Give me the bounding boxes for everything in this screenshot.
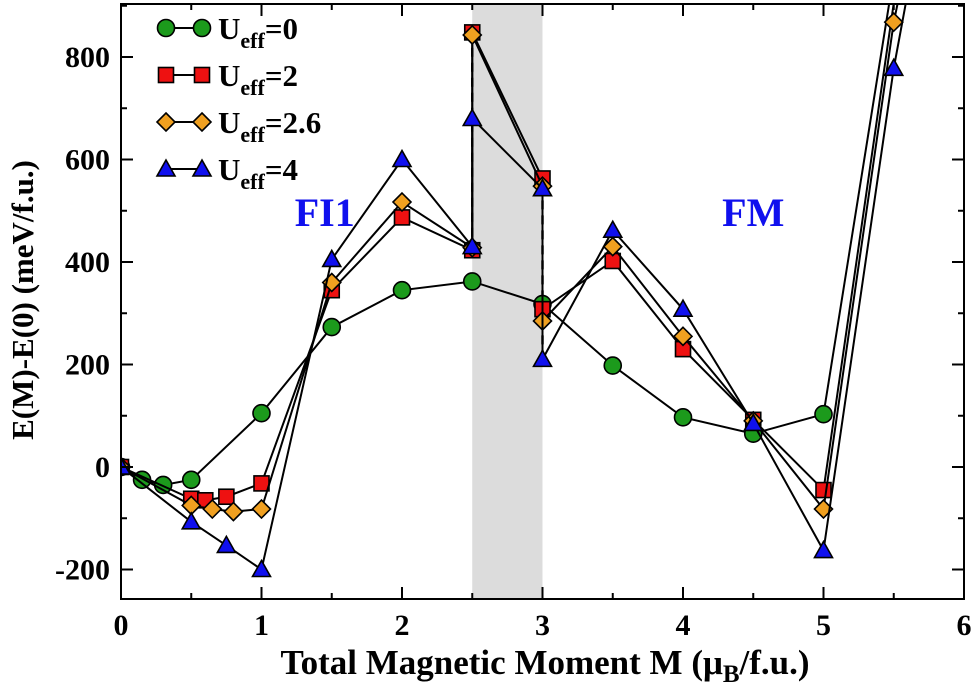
series-layer bbox=[121, 4, 907, 578]
data-point bbox=[223, 501, 244, 522]
data-point bbox=[253, 475, 270, 492]
data-point bbox=[883, 57, 905, 77]
legend-label: Ueff=0 bbox=[218, 11, 298, 53]
x-tick-label: 5 bbox=[816, 609, 831, 642]
legend: Ueff=0 Ueff=2 Ueff=2.6 Ueff=4 bbox=[155, 11, 321, 194]
annotation: FI1 bbox=[295, 190, 355, 235]
data-point bbox=[462, 24, 483, 46]
y-tick-label: 800 bbox=[65, 41, 110, 74]
series-line bbox=[121, 4, 907, 572]
legend-item: Ueff=4 bbox=[155, 152, 298, 194]
data-point bbox=[672, 326, 694, 347]
legend-label: Ueff=4 bbox=[218, 152, 298, 194]
data-point bbox=[532, 178, 553, 197]
y-axis-label: E(M)-E(0) (meV/f.u.) bbox=[5, 160, 40, 440]
data-point bbox=[532, 348, 553, 368]
x-axis-label: Total Magnetic Moment M (μB/f.u.) bbox=[280, 643, 809, 688]
x-tick-label: 4 bbox=[676, 609, 691, 642]
x-tick-label: 0 bbox=[114, 609, 129, 642]
legend-marker bbox=[155, 158, 177, 177]
legend-item: Ueff=2.6 bbox=[155, 105, 321, 147]
data-point bbox=[673, 407, 693, 427]
data-point bbox=[321, 248, 343, 268]
data-point bbox=[602, 219, 624, 239]
x-tick-label: 6 bbox=[957, 609, 972, 642]
y-tick-label: 0 bbox=[95, 451, 110, 484]
data-point bbox=[462, 272, 482, 291]
data-point bbox=[252, 403, 271, 423]
data-point bbox=[603, 356, 623, 375]
legend-label: Ueff=2.6 bbox=[218, 105, 321, 147]
data-point bbox=[181, 470, 201, 490]
annotation: FM bbox=[722, 190, 784, 235]
y-tick-label: 600 bbox=[65, 144, 110, 177]
data-point bbox=[461, 235, 483, 255]
x-tick-label: 1 bbox=[254, 609, 269, 642]
legend-marker bbox=[191, 111, 213, 133]
data-point bbox=[815, 481, 832, 499]
data-point bbox=[461, 107, 483, 127]
y-tick-label: -200 bbox=[55, 554, 110, 587]
data-point bbox=[814, 404, 833, 424]
x-axis-label-subscript: B bbox=[723, 661, 740, 688]
annotations: FI1 FM bbox=[295, 190, 785, 235]
data-point bbox=[883, 12, 904, 33]
y-tick-label: 200 bbox=[65, 349, 110, 382]
data-point bbox=[251, 498, 272, 520]
legend-marker bbox=[192, 18, 212, 38]
data-point bbox=[392, 280, 412, 300]
legend-marker bbox=[157, 66, 175, 84]
data-point bbox=[251, 558, 272, 578]
legend-label: Ueff=2 bbox=[218, 58, 298, 100]
x-tick-label: 3 bbox=[535, 609, 550, 642]
x-tick-label: 2 bbox=[395, 609, 410, 642]
data-point bbox=[180, 511, 202, 530]
data-point bbox=[672, 298, 694, 317]
data-point bbox=[391, 191, 413, 213]
data-point bbox=[202, 498, 223, 520]
data-point bbox=[813, 539, 834, 559]
legend-marker bbox=[156, 18, 176, 38]
data-point bbox=[742, 412, 764, 432]
data-point bbox=[602, 236, 623, 257]
y-tick-label: 400 bbox=[65, 246, 110, 279]
legend-item: Ueff=2 bbox=[157, 58, 298, 100]
data-point bbox=[218, 488, 235, 506]
ticks bbox=[120, 4, 965, 599]
legend-item: Ueff=0 bbox=[156, 11, 298, 53]
legend-marker bbox=[193, 66, 211, 84]
data-point bbox=[322, 317, 342, 337]
legend-marker bbox=[155, 111, 177, 133]
data-point bbox=[391, 148, 413, 168]
legend-marker bbox=[191, 158, 213, 177]
series-3 bbox=[121, 4, 907, 578]
data-point bbox=[216, 534, 237, 554]
